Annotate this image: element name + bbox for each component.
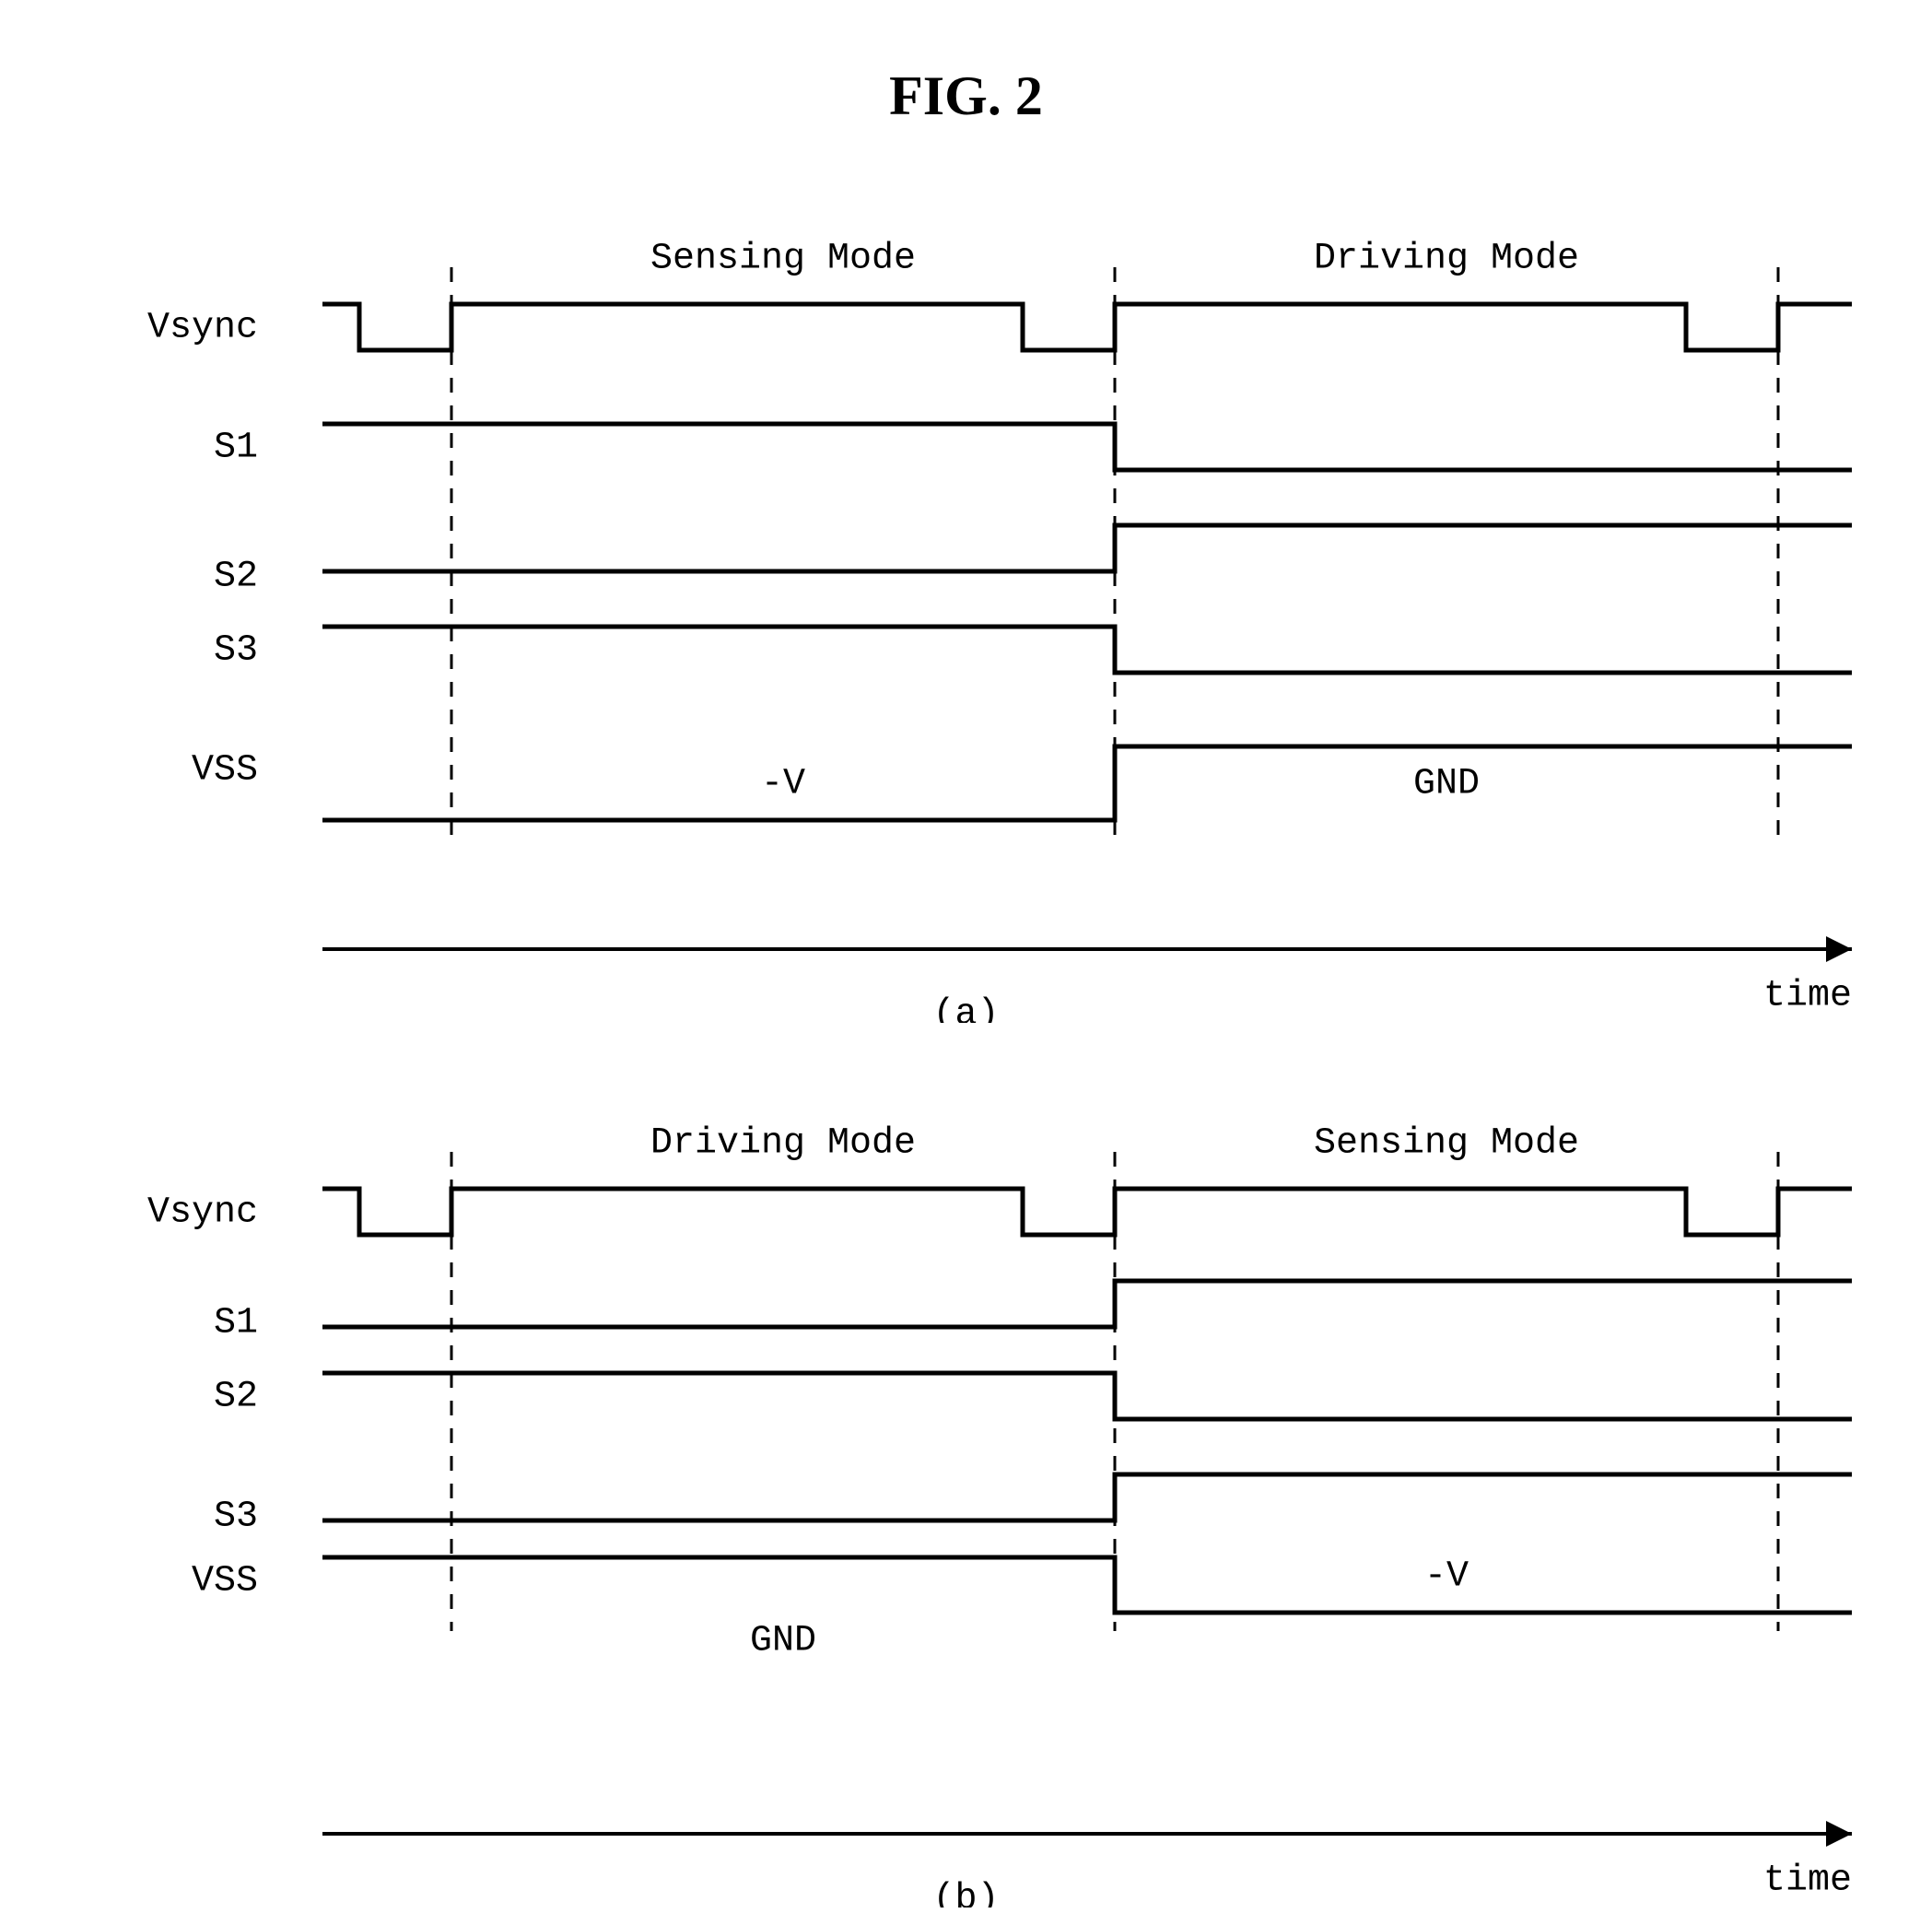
time-axis-label: time [1763, 976, 1852, 1017]
figure-title: FIG. 2 [0, 65, 1932, 128]
timing-diagram-a: Sensing Mode Driving Mode Vsync S1 S2 S3 VSS -V… [0, 212, 1932, 1023]
mode-label-1: Sensing Mode [1314, 1123, 1579, 1165]
signal-label-S1: S1 [214, 1303, 258, 1344]
value-label-0: GND [750, 1621, 816, 1662]
subfigure-label: (a) [932, 994, 999, 1023]
value-label-0: -V [761, 764, 805, 805]
value-label-1: -V [1424, 1556, 1469, 1598]
figure-page: FIG. 2 Sensing Mode Driving Mode Vsync S1 S2… [0, 0, 1932, 1925]
signal-label-S2: S2 [214, 557, 258, 598]
subfigure-a: Sensing Mode Driving Mode Vsync S1 S2 S3 VSS -V… [0, 212, 1932, 1023]
waveform-S2 [322, 1373, 1852, 1419]
time-axis-arrowhead [1826, 1821, 1852, 1847]
mode-label-1: Driving Mode [1314, 239, 1579, 280]
timing-diagram-b: Driving Mode Sensing Mode Vsync S1 S2 S3 VSS GN… [0, 1097, 1932, 1907]
signal-label-S3: S3 [214, 630, 258, 672]
signal-label-Vsync: Vsync [147, 308, 258, 349]
waveform-S3 [322, 627, 1852, 673]
waveform-VSS [322, 746, 1852, 820]
waveform-Vsync [322, 304, 1852, 350]
value-label-1: GND [1413, 764, 1480, 805]
signal-label-S3: S3 [214, 1497, 258, 1538]
subfigure-b: Driving Mode Sensing Mode Vsync S1 S2 S3 VSS GN… [0, 1097, 1932, 1907]
waveform-Vsync [322, 1189, 1852, 1235]
time-axis-label: time [1763, 1860, 1852, 1902]
waveform-S2 [322, 525, 1852, 571]
signal-label-S2: S2 [214, 1377, 258, 1418]
waveform-VSS [322, 1557, 1852, 1613]
signal-label-VSS: VSS [192, 1561, 258, 1602]
mode-label-0: Driving Mode [650, 1123, 916, 1165]
signal-label-VSS: VSS [192, 750, 258, 792]
signal-label-Vsync: Vsync [147, 1192, 258, 1234]
signal-label-S1: S1 [214, 428, 258, 469]
waveform-S1 [322, 424, 1852, 470]
time-axis-arrowhead [1826, 936, 1852, 962]
waveform-S1 [322, 1281, 1852, 1327]
subfigure-label: (b) [932, 1879, 999, 1907]
mode-label-0: Sensing Mode [650, 239, 916, 280]
waveform-S3 [322, 1474, 1852, 1520]
